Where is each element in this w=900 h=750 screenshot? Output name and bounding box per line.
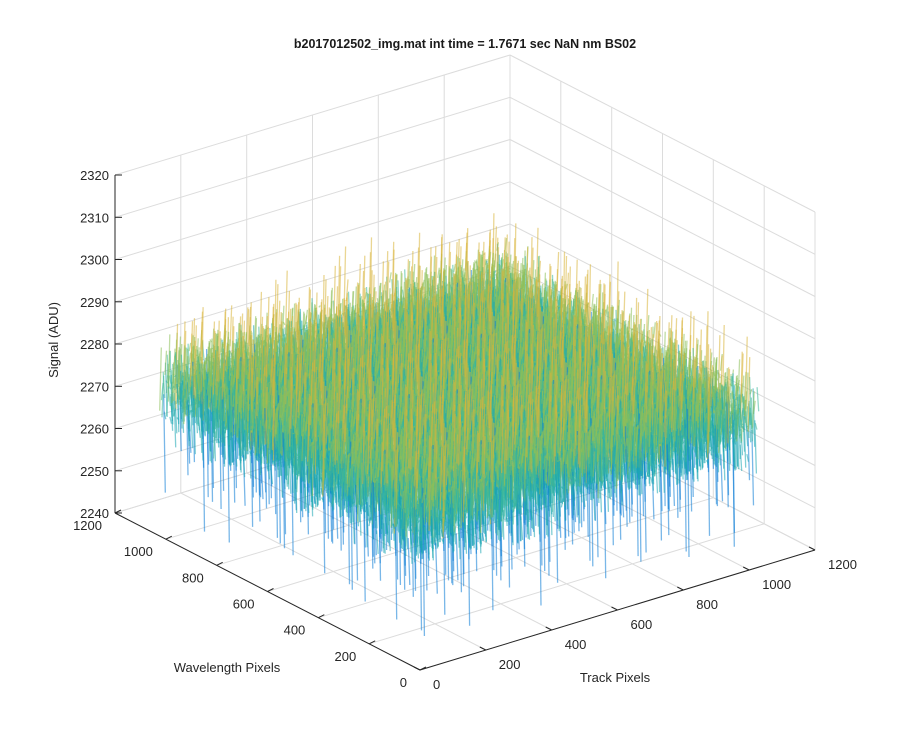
surface-point [751,391,755,428]
surface-point [754,420,758,474]
grid-line [114,223,511,345]
surface-point [756,387,760,412]
grid-line [509,96,816,255]
surface-point [613,320,617,331]
grid-line [114,139,511,260]
surface-point [653,322,656,338]
surface-point [591,293,594,312]
grid-line [509,139,816,297]
grid-line [509,223,816,382]
grid-line [114,54,511,176]
surface-point [453,263,457,273]
grid-line [318,497,714,619]
surface-point [747,429,751,481]
grid-line [509,54,816,213]
grid-line [114,96,511,218]
surface-point [537,255,541,283]
surface-point [751,429,755,506]
grid-line [509,181,816,340]
grid-line [114,181,511,303]
grid-line [369,523,765,645]
surface-point [744,336,748,410]
surface-mesh [159,213,760,637]
surface-point [720,454,724,502]
